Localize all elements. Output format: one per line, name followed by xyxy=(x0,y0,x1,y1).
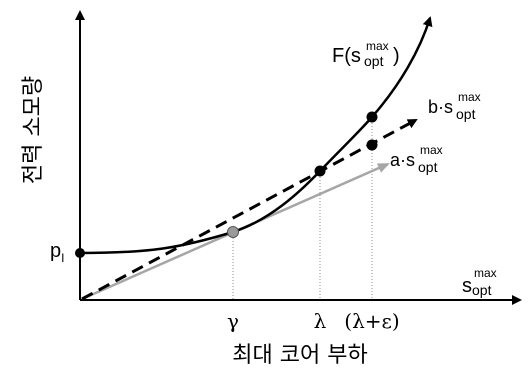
dashed-line-b xyxy=(81,118,418,301)
tick-lambda: λ xyxy=(314,309,327,333)
point-gamma xyxy=(227,226,239,238)
a-label-sub: opt xyxy=(418,159,438,175)
a-label: a·s xyxy=(390,150,415,170)
curve-label-sub: opt xyxy=(364,53,384,69)
tick-lambda-eps: (λ+ε) xyxy=(344,309,399,333)
x-axis-var-sub: opt xyxy=(472,282,492,298)
b-label-sup: max xyxy=(458,90,481,104)
b-label: b·s xyxy=(428,97,453,117)
y-axis-label: 전력 소모량 xyxy=(21,76,46,184)
curve-label: F(s xyxy=(332,45,361,67)
x-axis-label: 최대 코어 부하 xyxy=(232,343,367,368)
point-lambda xyxy=(314,165,326,177)
power-curve xyxy=(79,16,433,255)
curve-label-sup: max xyxy=(366,39,389,53)
curve-label-close: ) xyxy=(393,45,400,67)
tick-gamma: γ xyxy=(227,309,239,333)
x-axis-var-sup: max xyxy=(474,266,497,280)
b-label-sub: opt xyxy=(456,106,476,122)
p-label: pI xyxy=(50,240,64,265)
point-lambda-eps-upper xyxy=(366,111,378,123)
point-p-intercept xyxy=(75,248,85,258)
a-label-sup: max xyxy=(420,143,443,157)
point-lambda-eps-lower xyxy=(366,139,378,151)
x-axis-var: s xyxy=(462,275,472,297)
